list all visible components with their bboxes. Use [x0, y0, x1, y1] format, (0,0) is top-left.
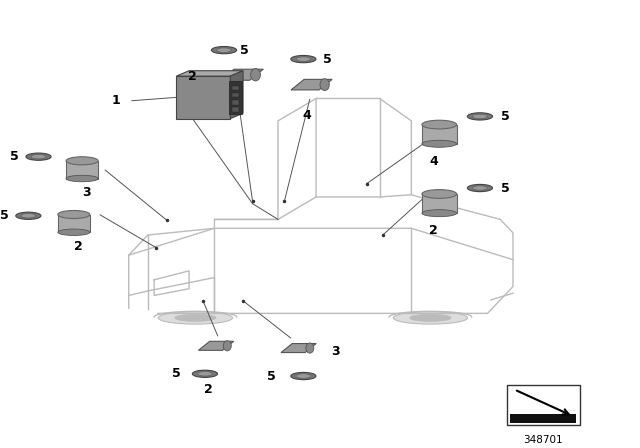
Text: 5: 5	[172, 367, 180, 380]
Text: 4: 4	[302, 108, 311, 121]
Bar	[232, 100, 239, 105]
Text: 5: 5	[268, 370, 276, 383]
Bar	[507, 385, 580, 425]
Polygon shape	[198, 341, 234, 350]
Polygon shape	[230, 71, 243, 119]
Ellipse shape	[223, 341, 231, 351]
Ellipse shape	[58, 211, 90, 219]
Ellipse shape	[467, 113, 493, 120]
Ellipse shape	[410, 314, 451, 321]
Ellipse shape	[320, 79, 330, 90]
Ellipse shape	[472, 186, 488, 190]
Text: 1: 1	[111, 94, 120, 107]
Ellipse shape	[393, 311, 468, 324]
Polygon shape	[422, 125, 456, 144]
Ellipse shape	[175, 314, 216, 321]
Bar	[229, 81, 242, 114]
Ellipse shape	[31, 155, 46, 159]
Ellipse shape	[422, 140, 456, 147]
Ellipse shape	[472, 114, 488, 119]
Polygon shape	[66, 161, 98, 178]
Polygon shape	[281, 344, 316, 353]
Text: 2: 2	[204, 383, 212, 396]
Text: 3: 3	[331, 345, 339, 358]
Text: 2: 2	[429, 224, 438, 237]
Polygon shape	[220, 69, 263, 80]
Text: 5: 5	[501, 181, 509, 194]
Text: 5: 5	[10, 150, 19, 163]
Text: 2: 2	[74, 240, 83, 253]
Text: 5: 5	[240, 43, 249, 56]
Ellipse shape	[306, 343, 314, 353]
Bar	[510, 414, 577, 423]
Ellipse shape	[66, 175, 98, 182]
Ellipse shape	[58, 229, 90, 236]
Bar	[232, 108, 239, 112]
Ellipse shape	[291, 56, 316, 63]
Polygon shape	[422, 194, 456, 213]
Ellipse shape	[158, 311, 232, 324]
Polygon shape	[58, 215, 90, 232]
Text: 4: 4	[429, 155, 438, 168]
Text: 3: 3	[82, 186, 90, 199]
Ellipse shape	[296, 57, 311, 61]
Text: 5: 5	[323, 52, 332, 65]
Ellipse shape	[422, 120, 456, 129]
Ellipse shape	[291, 372, 316, 379]
Ellipse shape	[66, 157, 98, 165]
Ellipse shape	[296, 374, 311, 378]
Text: 5: 5	[501, 110, 509, 123]
Text: 348701: 348701	[524, 435, 563, 445]
Text: 2: 2	[188, 69, 196, 82]
Bar	[232, 86, 239, 90]
Polygon shape	[177, 71, 243, 76]
Ellipse shape	[16, 212, 41, 220]
Ellipse shape	[193, 370, 218, 377]
Ellipse shape	[216, 48, 232, 52]
Bar	[232, 93, 239, 97]
Ellipse shape	[422, 210, 456, 217]
Ellipse shape	[251, 69, 260, 81]
Ellipse shape	[211, 47, 237, 54]
Polygon shape	[291, 79, 332, 90]
Text: 5: 5	[0, 209, 8, 222]
Ellipse shape	[26, 153, 51, 160]
Bar	[177, 76, 230, 119]
Ellipse shape	[198, 371, 212, 376]
Ellipse shape	[21, 214, 36, 218]
Ellipse shape	[467, 185, 493, 192]
Ellipse shape	[422, 190, 456, 198]
